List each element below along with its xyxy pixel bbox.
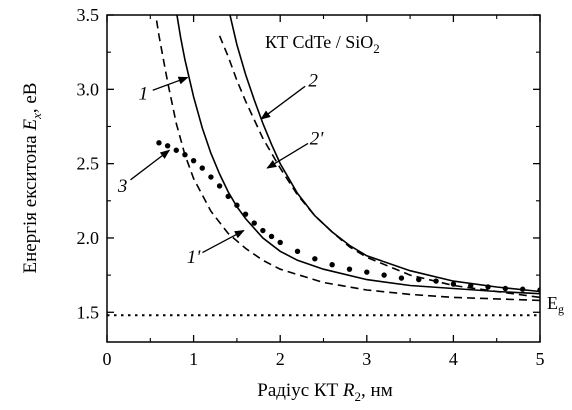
x-tick-label: 2 bbox=[276, 349, 285, 369]
curve-label-3: 3 bbox=[117, 176, 128, 197]
eg-label: Eg bbox=[547, 293, 564, 316]
annotations: 1 1' 2 2' 3 bbox=[117, 70, 324, 268]
y-axis-label-sub: x bbox=[29, 113, 44, 120]
series-3-point bbox=[190, 157, 197, 164]
curve-label-2-prime: 2' bbox=[310, 128, 325, 149]
y-tick-label: 1.5 bbox=[77, 302, 100, 322]
series-1-prime-line bbox=[154, 15, 540, 302]
series-3-point bbox=[364, 269, 370, 275]
y-tick-label: 2.0 bbox=[77, 228, 100, 248]
series-3-point bbox=[260, 227, 266, 234]
series-3-point bbox=[199, 165, 205, 171]
series-3-point bbox=[182, 152, 188, 158]
x-tick-label: 0 bbox=[103, 349, 112, 369]
series-3-point bbox=[312, 256, 318, 262]
x-axis-label-prefix: Радіус КТ bbox=[257, 380, 343, 401]
curve-label-1-prime: 1' bbox=[187, 247, 202, 268]
chart-title: КТ CdTe / SiO2 bbox=[265, 32, 380, 56]
series-3-point bbox=[208, 174, 214, 180]
series-3-point bbox=[346, 266, 353, 272]
series-1-line bbox=[176, 15, 540, 295]
curve-label-1: 1 bbox=[139, 84, 149, 105]
curve-label-arrow bbox=[266, 142, 309, 169]
x-axis-label: Радіус КТ R2, нм bbox=[257, 380, 392, 404]
x-axis-label-sub: 2 bbox=[355, 389, 362, 404]
chart-title-main: КТ CdTe / SiO bbox=[265, 32, 373, 52]
curve-label-arrow bbox=[202, 229, 245, 254]
series-3-point bbox=[216, 183, 223, 189]
x-axis-label-var: R bbox=[342, 380, 355, 401]
series-3-point bbox=[381, 272, 387, 278]
curve-label-arrow bbox=[152, 76, 189, 91]
y-axis-label-suffix: , еВ bbox=[20, 83, 41, 114]
series-3-point bbox=[502, 285, 509, 292]
series-3-point bbox=[433, 278, 439, 284]
series-3-point bbox=[277, 239, 283, 246]
ticks: 0 1 2 3 4 5 1.5 2.0 2.5 3.0 3.5 bbox=[77, 5, 545, 369]
curve-label-arrow bbox=[260, 85, 306, 120]
series-3-point bbox=[234, 202, 240, 208]
series-3-point bbox=[251, 220, 257, 226]
y-axis-label-var: E bbox=[20, 119, 41, 132]
series-group bbox=[107, 15, 540, 317]
series-3-point bbox=[416, 276, 422, 283]
series-3-point bbox=[173, 147, 179, 153]
series-3-point bbox=[225, 193, 231, 200]
series-2-prime-line bbox=[218, 35, 540, 299]
x-tick-label: 1 bbox=[189, 349, 198, 369]
series-3-point bbox=[450, 281, 457, 287]
plot-frame bbox=[106, 14, 541, 343]
y-axis-label: Енергія екситона Ex, еВ bbox=[20, 83, 44, 274]
x-tick-label: 5 bbox=[536, 349, 545, 369]
series-3-point bbox=[537, 287, 540, 293]
eg-label-main: E bbox=[547, 293, 558, 313]
series-3-point bbox=[164, 143, 171, 149]
eg-label-sub: g bbox=[558, 302, 564, 316]
y-tick-label: 3.5 bbox=[77, 5, 100, 25]
chart-title-sub: 2 bbox=[373, 41, 380, 56]
series-3-point bbox=[156, 140, 162, 146]
x-tick-label: 3 bbox=[362, 349, 371, 369]
y-tick-label: 2.5 bbox=[77, 154, 100, 174]
series-3-point bbox=[468, 282, 474, 289]
series-3-point bbox=[268, 233, 275, 240]
curve-label-2: 2 bbox=[308, 70, 318, 91]
series-3-point bbox=[294, 248, 301, 255]
x-axis-label-suffix: , нм bbox=[361, 380, 393, 401]
series-2-line bbox=[229, 15, 540, 293]
curve-label-arrow bbox=[130, 149, 171, 181]
y-tick-label: 3.0 bbox=[77, 79, 100, 99]
y-axis-label-prefix: Енергія екситона bbox=[20, 131, 41, 274]
series-3-point bbox=[519, 286, 526, 292]
series-3-point bbox=[485, 284, 491, 290]
series-3-point bbox=[242, 211, 249, 217]
series-3-point bbox=[329, 262, 335, 268]
x-tick-label: 4 bbox=[449, 349, 458, 369]
series-3-point bbox=[398, 275, 405, 281]
